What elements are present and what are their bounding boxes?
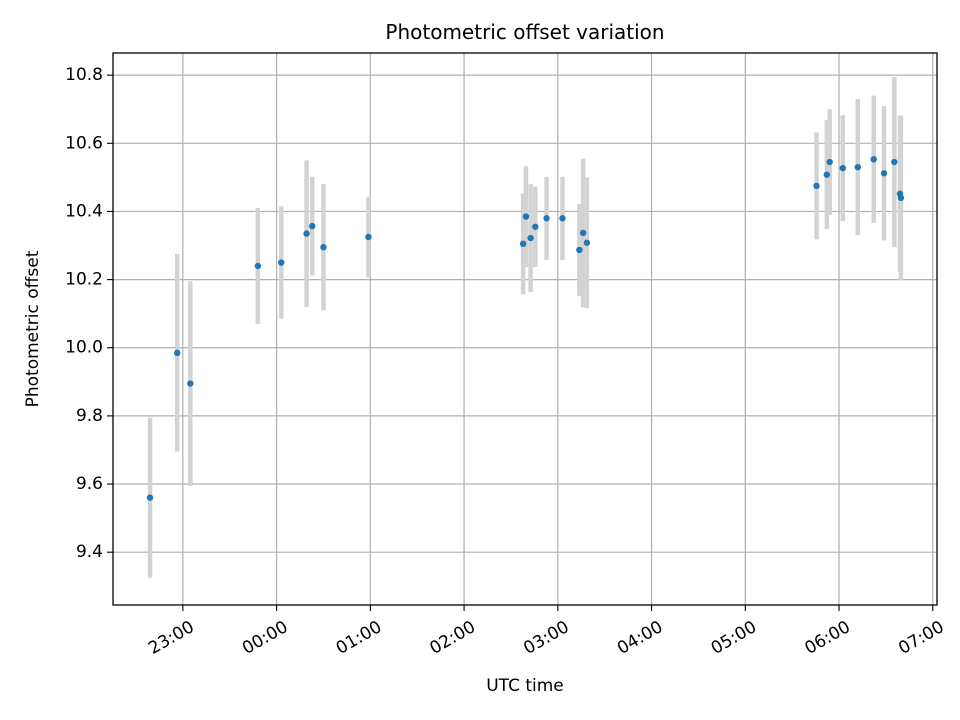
data-point xyxy=(278,259,285,266)
y-tick-label: 9.8 xyxy=(76,406,103,426)
data-point xyxy=(839,164,846,172)
data-point xyxy=(532,223,539,230)
y-tick-label: 9.4 xyxy=(76,542,103,562)
y-axis-label: Photometric offset xyxy=(23,250,43,407)
y-tick-label: 10.6 xyxy=(65,133,103,153)
data-point xyxy=(303,230,310,237)
data-point xyxy=(897,194,905,202)
data-point xyxy=(320,244,327,251)
data-point xyxy=(823,171,831,178)
data-point xyxy=(880,170,888,177)
y-tick-label: 10.2 xyxy=(65,270,103,290)
y-tick-label: 10.8 xyxy=(65,65,103,85)
y-axis: 9.4 9.6 9.8 10.0 10.2 10.4 10.6 10.8 xyxy=(65,65,113,562)
data-point xyxy=(519,240,527,248)
plot-area-frame xyxy=(112,52,938,606)
y-tick-label: 9.6 xyxy=(76,474,103,494)
data-point xyxy=(522,213,530,220)
data-points xyxy=(146,156,905,501)
data-point xyxy=(254,262,262,270)
data-point xyxy=(583,239,591,246)
data-point xyxy=(576,246,583,254)
data-point xyxy=(559,215,566,222)
data-point xyxy=(870,156,877,163)
data-point xyxy=(826,158,833,166)
data-point xyxy=(187,380,194,387)
data-point xyxy=(579,229,587,237)
data-point xyxy=(813,182,820,190)
y-tick-label: 10.0 xyxy=(65,338,103,358)
y-tick-label: 10.4 xyxy=(65,201,103,221)
data-point xyxy=(543,215,550,222)
data-point xyxy=(854,163,861,171)
data-point xyxy=(527,234,534,242)
chart-title: Photometric offset variation xyxy=(385,20,664,44)
data-point xyxy=(365,233,372,241)
data-point xyxy=(146,494,154,501)
data-point xyxy=(174,349,181,357)
data-point xyxy=(891,158,898,166)
data-point xyxy=(309,222,316,230)
x-axis-label: UTC time xyxy=(486,676,564,696)
